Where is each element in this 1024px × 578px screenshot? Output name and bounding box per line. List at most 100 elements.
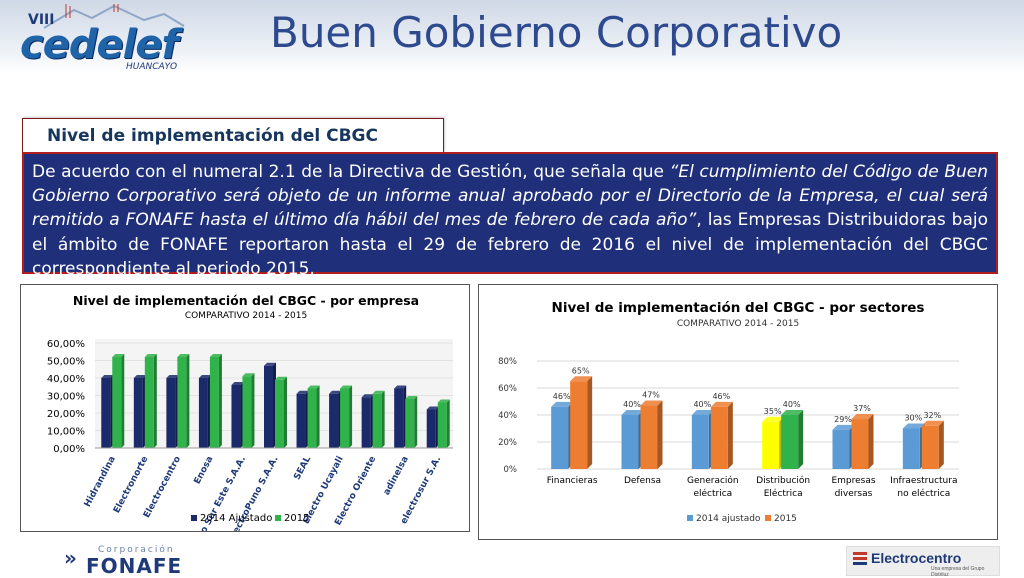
bar-2015-top: [851, 414, 874, 420]
y-tick-label: 20%: [498, 438, 517, 448]
y-tick-label: 50,00%: [47, 357, 85, 368]
bar-2015-top: [781, 410, 804, 415]
chart-title: Nivel de implementación del CBGC - por e…: [73, 293, 419, 308]
bar-2015-top: [405, 396, 418, 399]
x-tick-label: no eléctrica: [897, 488, 950, 499]
section-tab: Nivel de implementación del CBGC: [22, 118, 444, 153]
bar-2014: [361, 397, 371, 448]
data-label: 37%: [853, 404, 871, 413]
bar-2015: [437, 402, 447, 448]
bar-2015: [177, 357, 187, 448]
bar-2015-side: [251, 373, 255, 448]
data-label: 40%: [783, 400, 801, 409]
legend-swatch: [191, 515, 197, 521]
bar-2015-side: [153, 354, 157, 448]
bar-2015-side: [284, 376, 287, 448]
bar-2015-top: [275, 376, 287, 380]
x-tick-label: Electrocentro: [142, 455, 183, 520]
bar-2014: [902, 428, 920, 469]
bar-2014-top: [551, 401, 574, 407]
legend-label: 2014 Ajustado: [200, 513, 272, 524]
intro-box: De acuerdo con el numeral 2.1 de la Dire…: [22, 152, 998, 279]
data-label: 46%: [553, 392, 571, 401]
x-tick-label: eléctrica: [693, 488, 732, 499]
y-tick-label: 30,00%: [47, 392, 85, 403]
bar-2015: [340, 388, 350, 448]
bar-2014-top: [426, 406, 439, 410]
bar-2015-top: [372, 390, 385, 394]
bar-2014-top: [101, 375, 114, 378]
legend-label: 2015: [774, 514, 797, 524]
bar-2015-top: [144, 354, 157, 357]
bar-2015-side: [587, 376, 593, 469]
data-label: 32%: [923, 411, 941, 420]
bar-2015-top: [640, 400, 663, 406]
logo-city: HUANCAYO: [126, 62, 178, 72]
data-label: 29%: [834, 415, 852, 424]
data-label: 40%: [693, 400, 711, 409]
chart-by-sector: Nivel de implementación del CBGC - por s…: [498, 300, 959, 524]
chart-title: Nivel de implementación del CBGC - por s…: [552, 300, 925, 316]
data-label: 35%: [764, 407, 782, 416]
bar-2015-top: [209, 354, 222, 357]
chart-by-company: Nivel de implementación del CBGC - por e…: [47, 293, 453, 561]
bar-2015-side: [868, 414, 874, 469]
bar-2015-side: [186, 354, 190, 448]
bar-2015-top: [242, 373, 255, 377]
x-tick-label: Defensa: [624, 476, 661, 486]
chart-by-company-panel: Nivel de implementación del CBGC - por e…: [20, 284, 470, 561]
bar-2015-top: [570, 376, 593, 382]
bar-2014-top: [691, 410, 714, 415]
bar-2015: [112, 357, 122, 448]
legend-swatch: [687, 515, 693, 521]
electrocentro-logo: Electrocentro Una empresa del Grupo Dist…: [846, 546, 1000, 578]
logo-edition: VIII: [28, 12, 55, 28]
bar-2015-top: [710, 401, 733, 407]
bar-2015: [275, 379, 284, 448]
logo-mountain-graphic: [43, 4, 185, 29]
data-label: 30%: [904, 414, 922, 423]
x-tick-label: Distribución: [756, 475, 810, 486]
bar-2015: [144, 357, 154, 448]
bar-2014: [832, 429, 850, 469]
x-tick-label: SEAL: [292, 454, 313, 481]
x-tick-label: Hidrandina: [83, 455, 118, 509]
bar-2014-top: [133, 375, 146, 378]
chart-subtitle: COMPARATIVO 2014 - 2015: [185, 311, 307, 321]
y-tick-label: 0%: [504, 465, 518, 475]
intro-paragraph: De acuerdo con el numeral 2.1 de la Dire…: [24, 154, 996, 281]
electrocentro-mark-icon: [853, 552, 867, 565]
bar-2014: [296, 393, 306, 448]
bar-2014-top: [902, 423, 925, 429]
header-band: [0, 0, 1024, 74]
y-tick-label: 40,00%: [47, 374, 85, 385]
legend-label: 2015: [284, 513, 309, 524]
bar-2014: [166, 378, 176, 448]
fonafe-arrows-icon: »: [64, 546, 77, 570]
bar-2015: [242, 376, 252, 448]
electrocentro-tagline: Una empresa del Grupo Distriluz: [931, 566, 985, 578]
bar-2014-top: [264, 362, 276, 366]
bar-2014-top: [166, 375, 179, 378]
intro-text-end: , las Empresas Distribuidoras bajo el ám…: [32, 210, 988, 279]
bar-2014: [621, 415, 639, 469]
bar-2015: [570, 381, 588, 469]
bar-2015-side: [121, 354, 125, 448]
section-tab-label: Nivel de implementación del CBGC: [47, 126, 378, 146]
bar-2015: [921, 425, 939, 469]
x-tick-label: Electronorte: [112, 455, 150, 515]
bar-2014-top: [198, 375, 211, 378]
bar-2015-side: [381, 390, 385, 448]
bar-2014-top: [621, 410, 644, 415]
intro-text: De acuerdo con el numeral 2.1 de la Dire…: [32, 162, 670, 182]
fonafe-top-label: Corporación: [98, 545, 175, 555]
bar-2014: [762, 421, 780, 469]
legend-label: 2014 ajustado: [696, 514, 761, 524]
y-tick-label: 20,00%: [47, 409, 85, 420]
bar-2015-side: [798, 410, 804, 469]
y-tick-label: 60%: [498, 384, 517, 394]
bar-2014-top: [296, 390, 309, 394]
chart-by-sector-panel: Nivel de implementación del CBGC - por s…: [478, 284, 998, 540]
data-label: 46%: [712, 392, 730, 401]
bar-2015-side: [349, 385, 353, 448]
